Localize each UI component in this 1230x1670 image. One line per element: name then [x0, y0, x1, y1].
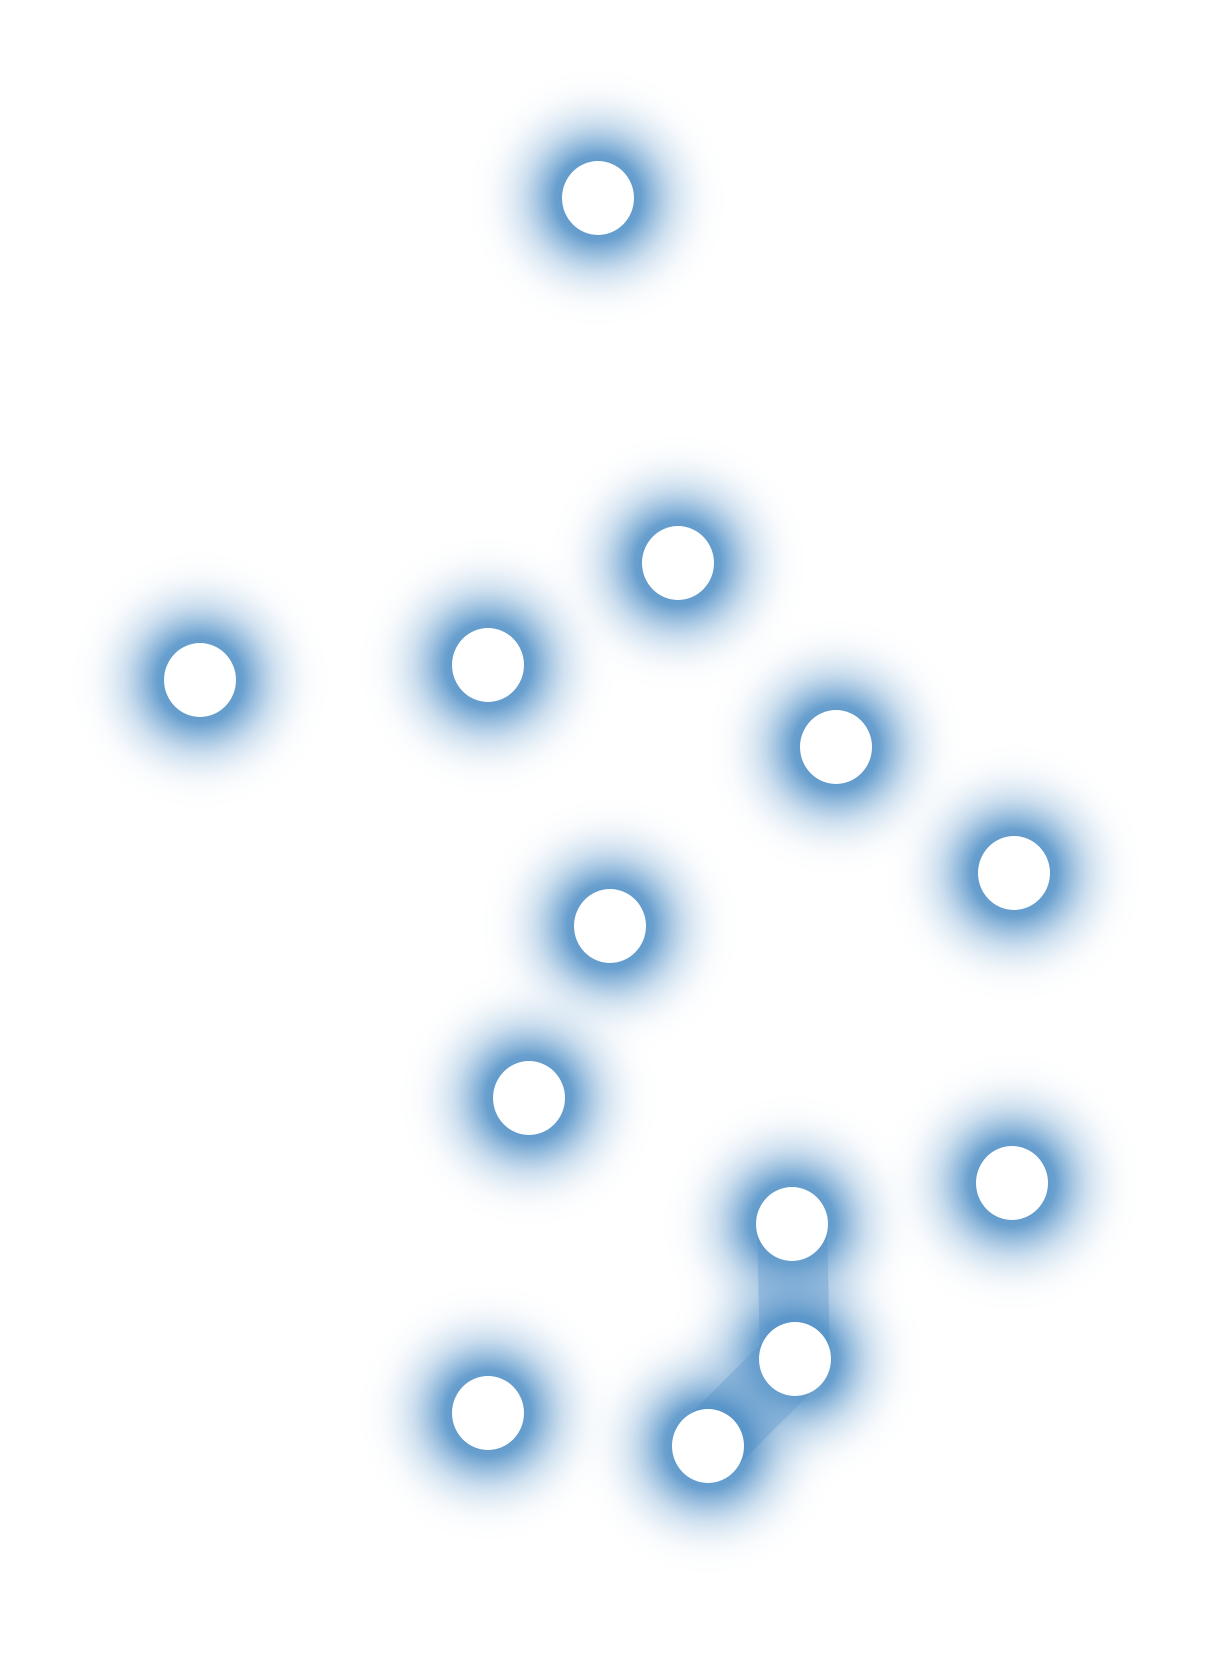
white-dot: [976, 1146, 1048, 1220]
white-dot: [452, 1376, 524, 1450]
white-dot: [672, 1409, 744, 1483]
white-dot: [562, 161, 634, 235]
white-dot: [978, 836, 1050, 910]
white-dot: [642, 526, 714, 600]
white-dot: [164, 643, 236, 717]
white-dot: [452, 628, 524, 702]
white-dot: [800, 710, 872, 784]
white-dot: [759, 1322, 831, 1396]
white-dot: [574, 889, 646, 963]
white-dot: [756, 1187, 828, 1261]
white-dot: [493, 1061, 565, 1135]
dot-layer: [164, 161, 1050, 1483]
